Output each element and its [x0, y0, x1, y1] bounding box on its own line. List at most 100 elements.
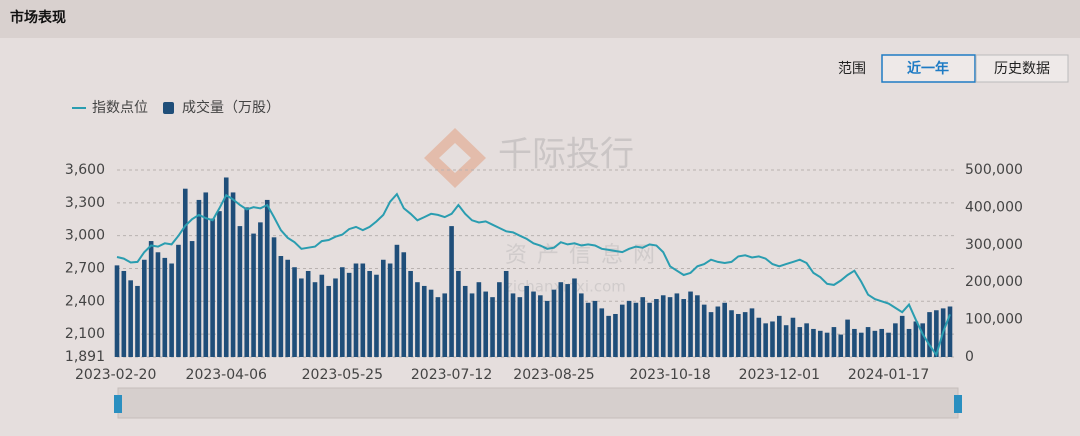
- bar: [886, 332, 891, 357]
- bar: [217, 211, 222, 357]
- bar: [483, 291, 489, 357]
- bar: [599, 308, 605, 357]
- watermark-logo-inner: [439, 143, 471, 173]
- bar: [640, 297, 646, 357]
- x-tick-label: 2023-07-12: [411, 367, 492, 383]
- watermark-site: 资产信息网: [505, 243, 665, 268]
- bar: [155, 252, 161, 357]
- bar: [415, 282, 420, 357]
- y-tick-label: 2,700: [65, 260, 105, 276]
- bar: [688, 291, 693, 357]
- zoom-handle-left[interactable]: [114, 395, 122, 413]
- bar: [210, 218, 215, 357]
- bar: [865, 327, 871, 357]
- x-tick-label: 2023-12-01: [739, 367, 820, 383]
- range-button[interactable]: [881, 54, 976, 83]
- range-button-label[interactable]: 近一年: [907, 60, 949, 77]
- bar: [681, 299, 687, 357]
- bar: [237, 226, 243, 357]
- bar: [947, 306, 953, 357]
- x-tick-label: 2023-05-25: [302, 367, 383, 383]
- bar: [449, 226, 454, 357]
- bar: [544, 300, 550, 357]
- bar: [722, 302, 727, 357]
- bar: [497, 282, 502, 357]
- bar: [749, 308, 755, 357]
- bar: [223, 177, 229, 357]
- y2-tick-label: 300,000: [965, 237, 1023, 253]
- bar: [421, 285, 427, 357]
- bar: [797, 327, 803, 357]
- bar: [934, 310, 939, 357]
- bar: [244, 207, 250, 357]
- bar: [510, 293, 516, 357]
- bar: [660, 295, 666, 357]
- legend-box: [163, 102, 174, 114]
- bar: [674, 293, 680, 357]
- bar: [162, 257, 168, 357]
- bar: [442, 293, 448, 357]
- bar: [613, 313, 618, 357]
- y2-tick-label: 100,000: [965, 312, 1023, 328]
- bar: [387, 263, 393, 357]
- history-button-label[interactable]: 历史数据: [994, 61, 1050, 77]
- header-bar: [0, 0, 1080, 38]
- history-button[interactable]: [975, 54, 1069, 83]
- bar: [340, 267, 345, 357]
- bar: [189, 241, 195, 357]
- bar: [831, 327, 837, 357]
- bar: [578, 293, 584, 357]
- bar: [346, 272, 352, 357]
- bar: [128, 280, 133, 357]
- y-tick-label: 3,000: [65, 228, 105, 244]
- bar: [285, 259, 290, 357]
- bar: [824, 332, 830, 357]
- y-tick-label: 2,100: [65, 326, 105, 342]
- bar: [408, 270, 413, 357]
- bar: [258, 222, 263, 357]
- bar: [394, 244, 400, 357]
- bar: [872, 330, 878, 357]
- bar: [893, 323, 898, 357]
- bar: [667, 297, 673, 357]
- bar: [114, 265, 120, 357]
- watermark-brand: 千际投行: [498, 135, 634, 175]
- bar: [517, 297, 523, 357]
- y2-tick-label: 0: [965, 349, 974, 365]
- bar: [428, 289, 434, 357]
- bar: [367, 270, 372, 357]
- bar: [838, 334, 844, 357]
- bar: [817, 330, 823, 357]
- bar: [804, 323, 809, 357]
- bar: [353, 263, 359, 357]
- legend-label: 成交量（万股）: [182, 99, 280, 116]
- watermark: 千际投行 资产信息网 zichanxinxi.com: [424, 128, 665, 296]
- x-tick-label: 2023-04-06: [186, 367, 267, 383]
- bar: [619, 304, 625, 357]
- bar: [770, 321, 775, 357]
- bar: [756, 317, 762, 357]
- bar: [326, 285, 331, 357]
- bar: [626, 300, 632, 357]
- bar: [633, 302, 639, 357]
- bar: [906, 328, 912, 357]
- y-tick-label: 3,600: [65, 162, 105, 178]
- bar: [920, 323, 925, 357]
- watermark-logo: [424, 128, 486, 188]
- bar: [305, 270, 311, 357]
- bar: [490, 297, 495, 357]
- bar: [312, 282, 318, 357]
- zoom-slider[interactable]: [117, 387, 959, 419]
- bar: [879, 328, 885, 357]
- range-label: 范围: [838, 60, 866, 77]
- bar: [777, 315, 782, 357]
- bar: [654, 299, 659, 357]
- bar: [736, 313, 741, 357]
- x-tick-label: 2023-02-20: [75, 367, 156, 383]
- bar: [845, 319, 850, 357]
- zoom-handle-right[interactable]: [954, 395, 962, 413]
- bar: [176, 244, 181, 357]
- bar: [763, 323, 768, 357]
- index-line: [116, 192, 951, 358]
